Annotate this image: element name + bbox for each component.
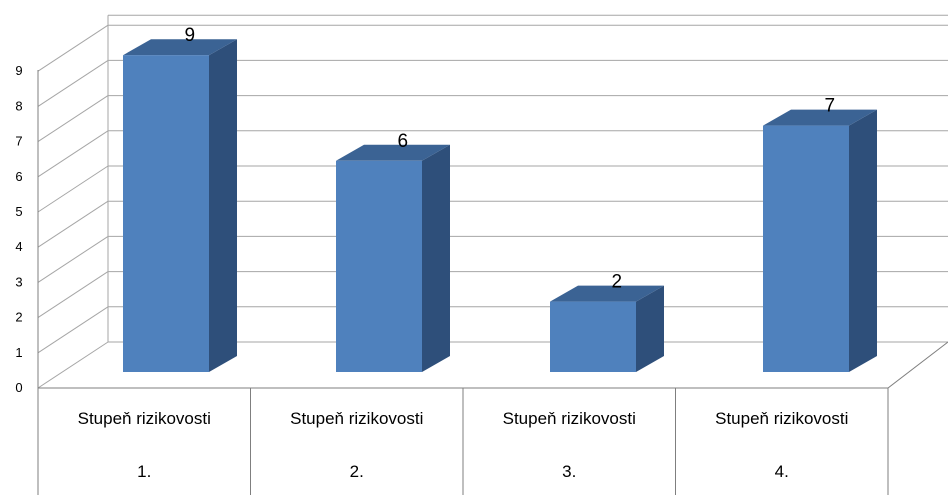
y-tick-label-2: 2: [15, 310, 22, 325]
floor-right-edge: [887, 341, 948, 389]
y-tick-label-4: 4: [15, 239, 22, 254]
category-label-4-line2: 4.: [775, 462, 789, 481]
side-gridline-5: [37, 165, 109, 213]
category-label-1-line1: Stupeň rizikovosti: [78, 409, 211, 428]
bar-1: [123, 39, 237, 372]
y-tick-label-3: 3: [15, 274, 22, 289]
category-label-2-line2: 2.: [350, 462, 364, 481]
category-axis: Stupeň rizikovosti 1. Stupeň rizikovosti 2.…: [37, 388, 889, 495]
category-label-2-line1: Stupeň rizikovosti: [290, 409, 423, 428]
y-tick-label-0: 0: [15, 380, 22, 395]
bar-3: [550, 285, 664, 372]
bar-1-front: [123, 55, 209, 372]
y-axis: 0 1 2 3 4 5 6 7 8 9: [15, 63, 22, 395]
side-gridline-8: [37, 59, 109, 107]
bar-1-top: [123, 39, 237, 56]
side-gridline-3: [37, 235, 109, 283]
data-label-4: 7: [825, 96, 836, 117]
side-gridline-2: [37, 271, 109, 319]
bar-1-side: [209, 39, 237, 372]
y-tick-label-9: 9: [15, 63, 22, 78]
data-labels: 9 6 2 7: [185, 25, 836, 292]
bar-4: [763, 109, 877, 372]
bar-2-front: [336, 160, 422, 372]
bar-4-front: [763, 125, 849, 372]
side-gridline-0: [37, 341, 109, 389]
bar-2-top: [336, 144, 450, 161]
bar-layer: [123, 39, 877, 372]
category-label-1-line2: 1.: [137, 462, 151, 481]
data-label-1: 9: [185, 25, 196, 46]
bar-3-side: [636, 285, 664, 372]
y-tick-label-6: 6: [15, 169, 22, 184]
y-tick-label-7: 7: [15, 134, 22, 149]
side-gridline-6: [37, 130, 109, 178]
category-label-3-line1: Stupeň rizikovosti: [503, 409, 636, 428]
y-tick-label-8: 8: [15, 98, 22, 113]
y-tick-label-5: 5: [15, 204, 22, 219]
side-gridline-7: [37, 95, 109, 143]
side-gridline-9: [37, 24, 109, 72]
bar-3-top: [550, 285, 664, 302]
data-label-2: 6: [398, 131, 409, 152]
bar-2-side: [422, 144, 450, 372]
side-gridline-4: [37, 200, 109, 248]
category-label-3-line2: 3.: [562, 462, 576, 481]
bar-4-side: [849, 109, 877, 372]
data-label-3: 2: [612, 272, 623, 293]
side-gridline-1: [37, 306, 109, 354]
bar-3-front: [550, 301, 636, 372]
category-label-4-line1: Stupeň rizikovosti: [715, 409, 848, 428]
y-tick-label-1: 1: [15, 345, 22, 360]
bar-4-top: [763, 109, 877, 126]
bar-2: [336, 144, 450, 372]
